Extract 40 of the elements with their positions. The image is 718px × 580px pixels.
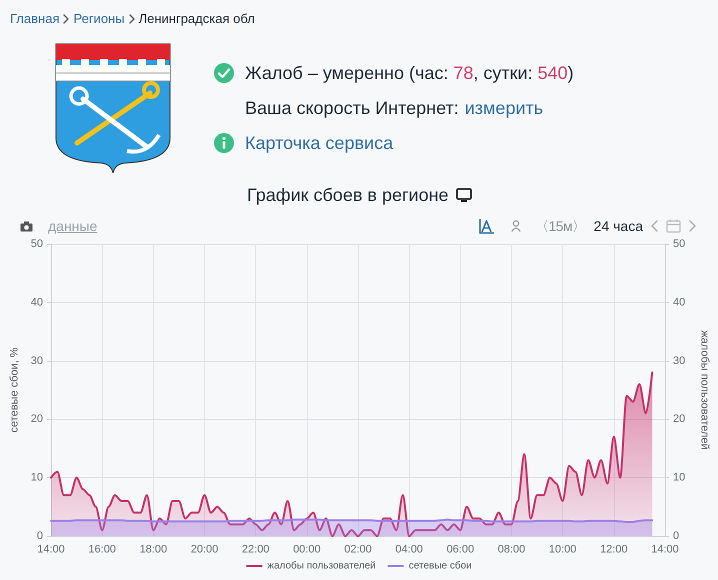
x-tick-label: 20:00 [190,544,218,556]
x-tick-label: 10:00 [548,544,576,556]
x-tick-label: 18:00 [140,544,168,556]
x-tick-label: 00:00 [293,544,321,556]
x-tick-label: 08:00 [498,544,526,556]
y2-tick-label: 50 [673,238,686,250]
text: Регионы [73,11,125,27]
x-tick-label: 04:00 [395,544,423,556]
x-tick-label: 06:00 [446,544,474,556]
text: Жалоб – умеренно (час: 78, сутки: 540) [245,63,574,83]
y2-tick-label: 40 [673,296,686,308]
text: Ваша скорость Интернет: [245,97,459,119]
y-tick-label: 50 [30,238,43,250]
legend-label: сетевые сбои [408,560,472,572]
text: Карточка сервиса [245,132,394,154]
legend-label: жалобы пользователей [267,560,376,572]
y-tick-label: 20 [30,413,43,426]
text: Ленинградская обл [138,11,255,27]
y-tick-label: 10 [30,472,43,484]
text: 〈15м〉 [534,217,586,235]
text: Главная [10,11,60,27]
text: измерить [464,97,544,119]
y2-tick-label: 0 [673,530,680,542]
y2-tick-label: 30 [673,354,686,367]
y2-tick-label: 20 [673,413,686,426]
x-tick-label: 22:00 [242,544,270,556]
x-tick-label: 14:00 [37,544,65,556]
x-tick-label: 14:00 [651,544,679,556]
text: данные [48,217,98,235]
chart-title: График сбоев в регионе [247,184,449,206]
y-tick-label: 40 [30,296,43,308]
text: 24 часа [594,217,643,235]
x-tick-label: 02:00 [344,544,372,556]
y-tick-label: 0 [36,530,43,542]
x-tick-label: 12:00 [600,544,628,556]
y2-axis-title: жалобы пользователей [698,330,710,450]
y-tick-label: 30 [30,354,43,367]
y-axis-title: сетевые сбои, % [8,347,20,433]
x-tick-label: 16:00 [88,544,116,556]
y2-tick-label: 10 [673,472,686,484]
